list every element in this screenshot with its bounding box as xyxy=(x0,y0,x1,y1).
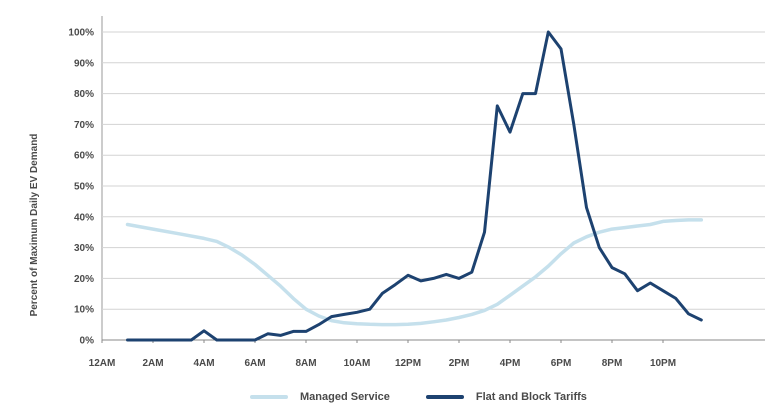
y-tick-label: 50% xyxy=(74,182,94,193)
legend: Managed Service Flat and Block Tariffs xyxy=(250,391,587,403)
x-tick-label: 12PM xyxy=(395,358,421,369)
y-tick-label: 60% xyxy=(74,151,94,162)
y-tick-labels: 0% 10% 20% 30% 40% 50% 60% 70% 80% 90% 100% xyxy=(68,28,94,347)
y-tick-label: 10% xyxy=(74,305,94,316)
y-tick-label: 0% xyxy=(80,336,95,347)
y-tick-label: 20% xyxy=(74,274,94,285)
legend-item-flat-block-tariffs: Flat and Block Tariffs xyxy=(425,391,587,403)
x-tick-label: 4PM xyxy=(500,358,521,369)
x-tick-label: 4AM xyxy=(193,358,214,369)
x-tick-label: 2PM xyxy=(449,358,470,369)
legend-label-flat-block-tariffs: Flat and Block Tariffs xyxy=(475,391,587,403)
legend-label-managed-service: Managed Service xyxy=(300,391,390,403)
series-line-managed-service xyxy=(125,218,704,327)
x-tick-label: 10PM xyxy=(650,358,676,369)
x-tick-label: 6PM xyxy=(551,358,572,369)
legend-swatch-flat-block-tariffs xyxy=(425,395,464,399)
y-tick-label: 40% xyxy=(74,212,94,223)
gridlines xyxy=(101,16,765,341)
x-tick-label: 8PM xyxy=(602,358,623,369)
legend-item-managed-service: Managed Service xyxy=(250,391,390,403)
y-axis-label: Percent of Maximum Daily EV Demand xyxy=(29,134,40,317)
y-tick-label: 70% xyxy=(74,120,94,131)
y-tick-label: 80% xyxy=(74,89,94,100)
x-tick-labels: 12AM 2AM 4AM 6AM 8AM 10AM 12PM 2PM 4PM 6PM 8PM 10PM xyxy=(89,340,676,369)
series-line-flat-and-block-tariffs xyxy=(126,30,703,342)
y-tick-label: 30% xyxy=(74,243,94,254)
legend-swatch-managed-service xyxy=(250,395,288,399)
x-tick-label: 10AM xyxy=(344,358,371,369)
y-tick-label: 90% xyxy=(74,58,94,69)
x-tick-label: 8AM xyxy=(295,358,316,369)
x-tick-label: 6AM xyxy=(244,358,265,369)
series-lines xyxy=(125,30,704,342)
y-tick-label: 100% xyxy=(68,28,94,39)
x-tick-label: 2AM xyxy=(142,358,163,369)
x-tick-label: 12AM xyxy=(89,358,116,369)
